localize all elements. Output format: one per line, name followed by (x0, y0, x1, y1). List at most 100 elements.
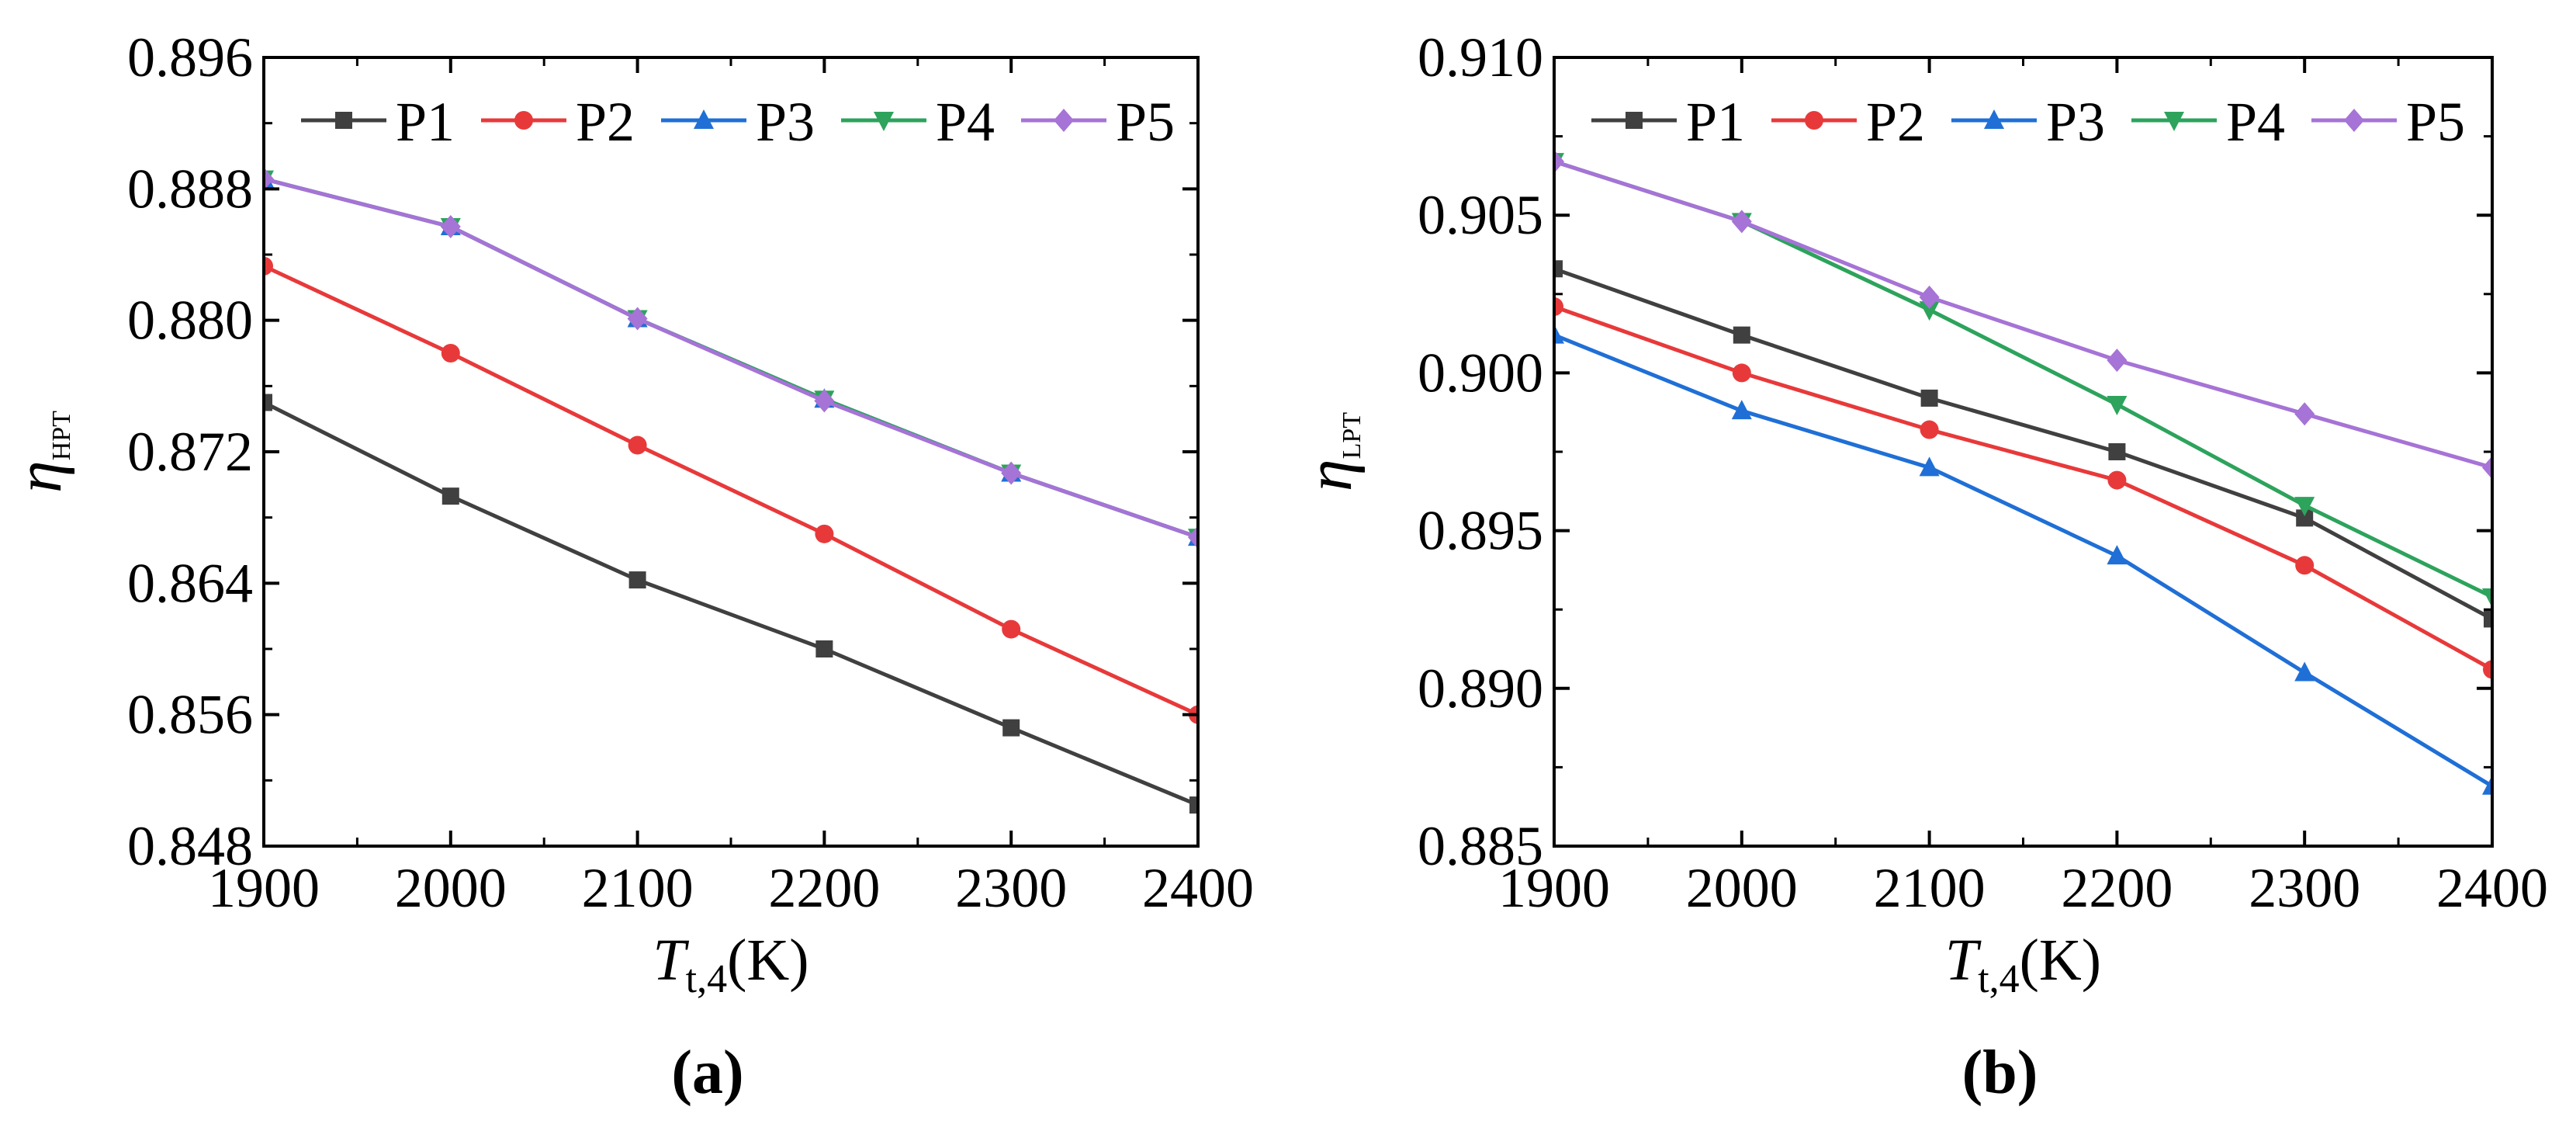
y-tick-label-b: 0.895 (1418, 500, 1543, 562)
legend-marker-b-P5 (2344, 109, 2364, 132)
legend-marker-a-P2 (514, 111, 533, 130)
legend-marker-b-P2 (1805, 111, 1823, 130)
data-point-a-P5-2400 (1188, 526, 1198, 550)
legend-marker-a-P1 (335, 112, 352, 129)
data-point-b-P2-2100 (1920, 420, 1939, 439)
data-point-b-P4-2400 (2482, 588, 2492, 608)
data-point-b-P3-2200 (2107, 545, 2128, 565)
x-axis-label-a: Tt,4(K) (653, 928, 808, 1001)
legend-marker-a-P5 (1054, 109, 1074, 132)
data-point-a-P5-2100 (627, 307, 648, 331)
data-point-a-P5-2200 (814, 389, 835, 413)
y-axis-label-b: ηLPT (1293, 412, 1366, 491)
legend-marker-b-P3 (1984, 109, 2004, 129)
data-point-a-P2-2300 (1002, 619, 1021, 639)
y-tick-label-b: 0.910 (1418, 26, 1543, 88)
legend-label-b-P2: P2 (1866, 91, 1925, 153)
y-tick-label-b: 0.885 (1418, 815, 1543, 877)
plot-area-a (264, 167, 1198, 814)
data-point-a-P2-2100 (628, 435, 647, 455)
data-point-a-P1-1900 (264, 394, 272, 411)
data-point-b-P3-2300 (2294, 661, 2315, 682)
series-line-a-P5 (264, 177, 1198, 539)
y-tick-label-a: 0.880 (127, 290, 253, 352)
legend-a: P1 P2 P3 P4 P5 (301, 91, 1175, 153)
series-line-a-P1 (264, 401, 1198, 807)
legend-label-a-P4: P4 (936, 91, 995, 153)
data-point-b-P5-2400 (2482, 456, 2492, 480)
y-tick-label-a: 0.848 (127, 815, 253, 877)
legend-b: P1 P2 P3 P4 P5 (1591, 91, 2465, 153)
data-point-b-P3-1900 (1554, 324, 1564, 344)
legend-label-a-P5: P5 (1116, 91, 1175, 153)
legend-label-b-P4: P4 (2226, 91, 2285, 153)
data-point-b-P2-2300 (2295, 556, 2315, 575)
data-point-b-P3-2400 (2482, 775, 2492, 795)
data-point-a-P2-1900 (264, 256, 273, 276)
data-point-b-P1-2400 (2484, 610, 2492, 628)
series-line-a-P2 (264, 264, 1198, 716)
data-point-b-P4-2100 (1919, 301, 1940, 321)
data-point-b-P2-2400 (2483, 660, 2492, 679)
legend-label-b-P1: P1 (1686, 91, 1745, 153)
data-point-a-P1-2300 (1002, 719, 1020, 737)
legend-marker-a-P3 (694, 109, 714, 129)
data-point-a-P2-2200 (815, 524, 834, 543)
data-point-b-P1-2200 (2108, 443, 2126, 460)
data-point-b-P1-2000 (1733, 326, 1750, 344)
legend-label-a-P2: P2 (576, 91, 635, 153)
panel-label-a: (a) (671, 1039, 743, 1107)
panel-b: 1900 2000 2100 2200 2300 2400 0.885 0.890 0.895 0… (1293, 26, 2548, 1107)
x-tick-label-a: 2200 (768, 857, 880, 919)
x-tick-label-b: 2200 (2061, 857, 2173, 919)
data-point-a-P1-2400 (1189, 796, 1198, 814)
data-point-b-P2-1900 (1554, 297, 1563, 317)
x-tick-label-a: 2100 (582, 857, 694, 919)
data-point-a-P5-1900 (264, 167, 274, 191)
data-point-b-P1-2100 (1920, 389, 1938, 407)
data-point-b-P3-2000 (1731, 400, 1752, 420)
data-point-b-P5-1900 (1554, 150, 1564, 174)
y-tick-label-b: 0.900 (1418, 342, 1543, 404)
data-point-b-P2-2200 (2107, 470, 2127, 490)
data-point-b-P3-2100 (1919, 456, 1940, 477)
data-point-b-P4-2300 (2294, 497, 2315, 517)
data-point-b-P2-2000 (1732, 363, 1751, 383)
legend-label-b-P3: P3 (2046, 91, 2105, 153)
panel-a: 1900 2000 2100 2200 2300 2400 0.848 0.856 0.864 0… (3, 26, 1254, 1107)
y-tick-label-a: 0.872 (127, 421, 253, 483)
x-axis-label-b: Tt,4(K) (1945, 928, 2101, 1001)
plot-area-b (1554, 150, 2492, 795)
data-point-a-P1-2100 (628, 571, 646, 589)
x-tick-label-b: 2300 (2249, 857, 2360, 919)
series-line-b-P3 (1554, 333, 2492, 788)
y-tick-label-a: 0.888 (127, 158, 253, 220)
data-point-b-P5-2300 (2294, 402, 2315, 426)
series-line-b-P5 (1554, 159, 2492, 470)
legend-marker-a-P4 (874, 112, 894, 131)
x-tick-label-a: 2300 (955, 857, 1067, 919)
x-tick-label-b: 1900 (1498, 857, 1610, 919)
x-tick-label-a: 1900 (208, 857, 320, 919)
x-tick-label-b: 2000 (1686, 857, 1798, 919)
data-point-b-P1-2300 (2296, 509, 2314, 527)
panel-label-b: (b) (1962, 1039, 2038, 1107)
y-tick-label-a: 0.896 (127, 26, 253, 88)
data-point-b-P1-1900 (1554, 260, 1563, 278)
x-tick-label-b: 2400 (2436, 857, 2548, 919)
data-point-a-P1-2000 (441, 487, 459, 505)
x-tick-label-a: 2000 (395, 857, 507, 919)
y-tick-label-a: 0.864 (127, 552, 253, 614)
legend-label-a-P3: P3 (756, 91, 815, 153)
data-point-b-P5-2100 (1919, 285, 1940, 309)
data-point-a-P5-2300 (1001, 461, 1022, 485)
y-tick-label-a: 0.856 (127, 684, 253, 746)
data-point-a-P5-2000 (440, 215, 461, 239)
legend-label-a-P1: P1 (396, 91, 455, 153)
data-point-a-P1-2200 (815, 640, 833, 657)
data-point-b-P4-2200 (2107, 396, 2128, 416)
y-axis-label-a: ηHPT (3, 411, 76, 493)
legend-label-b-P5: P5 (2406, 91, 2465, 153)
series-line-b-P2 (1554, 304, 2492, 671)
